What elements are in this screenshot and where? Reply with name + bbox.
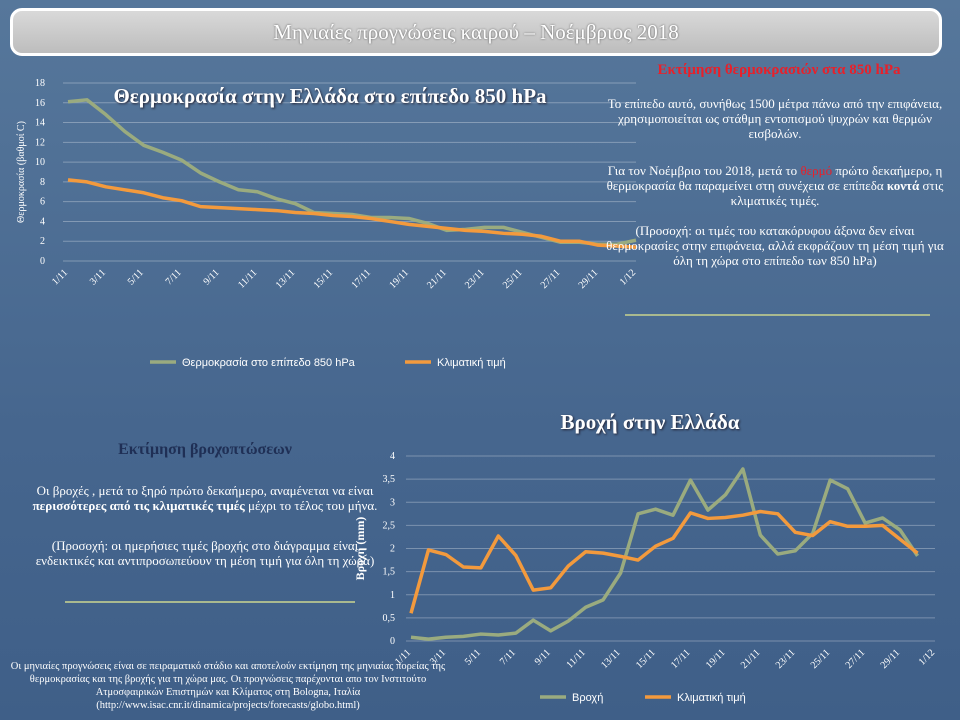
y-axis-label: Θερμοκρασία (βαθμοί C) bbox=[16, 121, 27, 223]
y-tick-label: 1 bbox=[390, 590, 395, 601]
paragraph: (Προσοχή: οι ημερήσιες τιμές βροχής στο … bbox=[35, 538, 375, 568]
y-tick-label: 10 bbox=[35, 157, 45, 168]
x-tick-label: 1/12 bbox=[618, 267, 638, 287]
x-tick-label: 25/11 bbox=[809, 647, 833, 671]
text: θερμό bbox=[800, 163, 833, 178]
section-heading: Εκτίμηση θερμοκρασιών στα 850 hPa bbox=[657, 62, 901, 78]
y-tick-label: 12 bbox=[35, 137, 45, 148]
y-tick-label: 0,5 bbox=[383, 613, 396, 624]
data-line bbox=[67, 98, 637, 246]
x-tick-label: 23/11 bbox=[774, 647, 798, 671]
chart-title: Βροχή στην Ελλάδα bbox=[560, 410, 740, 434]
text: Οι βροχές , μετά το ξηρό πρώτο δεκαήμερο… bbox=[36, 483, 374, 498]
text: μέχρι το τέλος του μήνα. bbox=[244, 498, 378, 513]
y-tick-label: 8 bbox=[40, 177, 45, 188]
x-tick-label: 13/11 bbox=[274, 267, 298, 291]
x-tick-label: 7/11 bbox=[498, 647, 518, 667]
data-line bbox=[410, 467, 919, 641]
y-axis-label: Βροχή (mm) bbox=[353, 517, 367, 581]
x-tick-label: 11/11 bbox=[236, 267, 259, 290]
legend-label: Βροχή bbox=[572, 692, 603, 704]
x-tick-label: 7/11 bbox=[164, 267, 184, 287]
paragraph: Οι βροχές , μετά το ξηρό πρώτο δεκαήμερο… bbox=[30, 483, 380, 513]
y-tick-label: 4 bbox=[390, 451, 395, 462]
x-tick-label: 13/11 bbox=[599, 647, 623, 671]
x-tick-label: 5/11 bbox=[463, 647, 483, 667]
text: πρώτο δεκαήμερο, η θερμοκρασία θα παραμε… bbox=[606, 163, 943, 193]
y-tick-label: 1,5 bbox=[383, 567, 396, 578]
y-tick-label: 2 bbox=[40, 236, 45, 247]
text: περισσότερες από τις κλιματικές τιμές bbox=[32, 498, 245, 513]
paragraph: (Προσοχή: οι τιμές του κατακόρυφου άξονα… bbox=[606, 223, 944, 268]
x-tick-label: 27/11 bbox=[844, 647, 868, 671]
paragraph: Το επίπεδο αυτό, συνήθως 1500 μέτρα πάνω… bbox=[607, 96, 943, 141]
legend-label: Κλιματική τιμή bbox=[677, 692, 746, 704]
y-tick-label: 2 bbox=[390, 544, 395, 555]
data-line bbox=[409, 509, 919, 614]
y-tick-label: 3 bbox=[390, 497, 395, 508]
x-tick-label: 15/11 bbox=[634, 647, 658, 671]
x-tick-label: 3/11 bbox=[88, 267, 108, 287]
footer: Οι μηνιαίες προγνώσεις είναι σε πειραματ… bbox=[10, 661, 446, 711]
x-tick-label: 1/11 bbox=[50, 267, 70, 287]
x-tick-label: 15/11 bbox=[312, 267, 336, 291]
y-tick-label: 3,5 bbox=[383, 474, 396, 485]
x-tick-label: 23/11 bbox=[463, 267, 487, 291]
chart-title: Θερμοκρασία στην Ελλάδα στο επίπεδο 850 … bbox=[113, 84, 547, 108]
y-tick-label: 4 bbox=[40, 216, 45, 227]
section-heading: Εκτίμηση βροχοπτώσεων bbox=[118, 441, 292, 458]
y-tick-label: 0 bbox=[390, 636, 395, 647]
x-tick-label: 11/11 bbox=[564, 647, 587, 670]
x-tick-label: 17/11 bbox=[349, 267, 373, 291]
x-tick-label: 29/11 bbox=[577, 267, 601, 291]
paragraph: Για τον Νοέμβριο του 2018, μετά το θερμό… bbox=[605, 163, 945, 208]
y-tick-label: 14 bbox=[35, 118, 45, 129]
x-tick-label: 9/11 bbox=[201, 267, 221, 287]
x-tick-label: 25/11 bbox=[501, 267, 525, 291]
x-tick-label: 29/11 bbox=[879, 647, 903, 671]
text: κοντά bbox=[886, 178, 920, 193]
text: Για τον Νοέμβριο του 2018, μετά το bbox=[607, 163, 801, 178]
data-line bbox=[67, 178, 637, 249]
text: στις κλιματικές τιμές. bbox=[730, 178, 944, 208]
legend-label: Κλιματική τιμή bbox=[437, 357, 506, 369]
legend-label: Θερμοκρασία στο επίπεδο 850 hPa bbox=[182, 357, 356, 369]
x-tick-label: 17/11 bbox=[669, 647, 693, 671]
x-tick-label: 21/11 bbox=[739, 647, 763, 671]
x-tick-label: 19/11 bbox=[387, 267, 411, 291]
x-tick-label: 21/11 bbox=[425, 267, 449, 291]
y-tick-label: 16 bbox=[35, 98, 45, 109]
y-tick-label: 0 bbox=[40, 256, 45, 267]
y-tick-label: 6 bbox=[40, 197, 45, 208]
x-tick-label: 19/11 bbox=[704, 647, 728, 671]
x-tick-label: 9/11 bbox=[533, 647, 553, 667]
x-tick-label: 27/11 bbox=[539, 267, 563, 291]
x-tick-label: 1/12 bbox=[917, 647, 937, 667]
y-tick-label: 18 bbox=[35, 78, 45, 89]
x-tick-label: 5/11 bbox=[126, 267, 146, 287]
header-title: Μηνιαίες προγνώσεις καιρού – Νοέμβριος 2… bbox=[10, 8, 942, 56]
y-tick-label: 2,5 bbox=[383, 520, 396, 531]
